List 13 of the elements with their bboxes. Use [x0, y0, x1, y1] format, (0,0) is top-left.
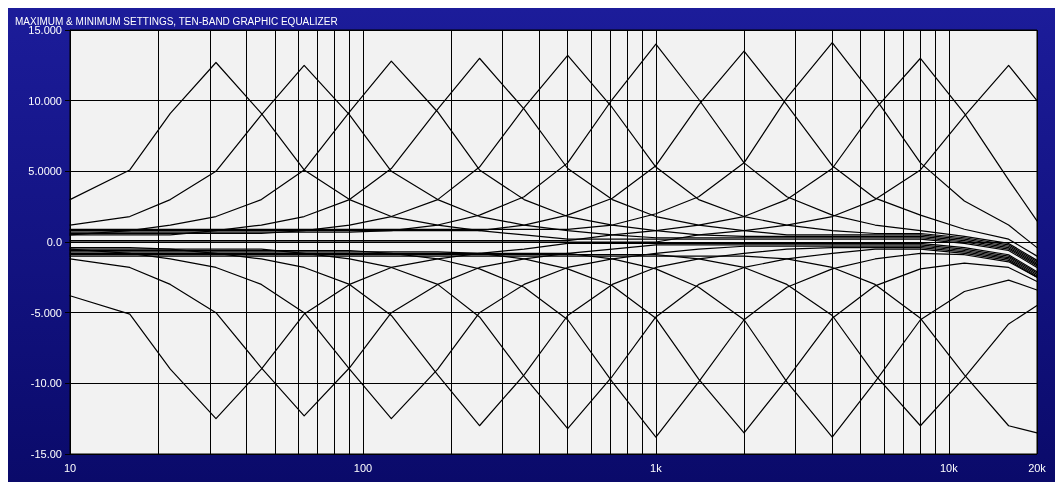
- y-tick-label: -10.00: [30, 377, 62, 390]
- y-tick-label: -15.00: [30, 448, 62, 460]
- x-tick-label: 1k: [650, 461, 663, 474]
- x-tick-label: 100: [353, 461, 373, 474]
- y-tick-label: 10.000: [28, 94, 62, 107]
- x-tick-label: 10k: [939, 461, 959, 474]
- y-tick-label: 0.0: [46, 236, 62, 248]
- x-tick-label: 20k: [1028, 461, 1047, 474]
- y-tick-label: 5.0000: [28, 165, 62, 178]
- chart-title: MAXIMUM & MINIMUM SETTINGS, TEN-BAND GRAPHIC EQUALIZER: [15, 15, 338, 27]
- y-tick-label: -5.000: [30, 306, 62, 319]
- x-tick-label: 10: [63, 461, 77, 474]
- y-tick-label: 15.000: [28, 24, 62, 36]
